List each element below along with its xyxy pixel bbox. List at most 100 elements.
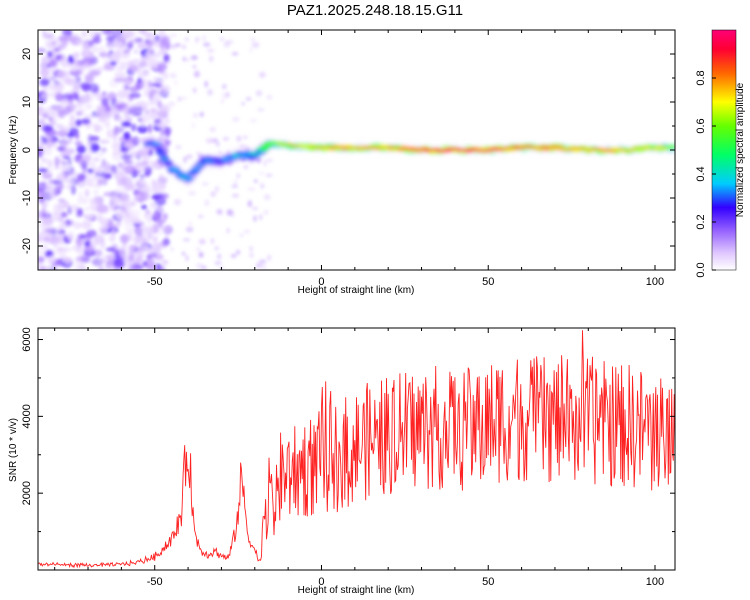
spectrogram-cell — [231, 185, 238, 189]
spectrogram-cell — [67, 231, 75, 240]
spectrogram-cell — [126, 79, 132, 86]
spectrogram-cell — [156, 180, 163, 188]
spectrogram-cell — [100, 162, 111, 169]
spectrogram-cell — [248, 187, 256, 191]
spectrogram-cell — [152, 143, 161, 145]
spectrogram-cell — [157, 253, 163, 260]
spectrogram-cell — [92, 45, 97, 53]
spectrogram-cell — [200, 112, 204, 117]
spectrogram-cell — [103, 118, 110, 127]
spectrogram-cell — [41, 94, 46, 99]
spectrogram-cell — [135, 102, 143, 107]
x-tick-label: 50 — [482, 576, 494, 588]
spectrogram-cell — [123, 132, 130, 140]
spectrogram-cell — [237, 173, 241, 179]
spectrogram-cell — [416, 151, 425, 152]
spectrogram-cell — [126, 197, 132, 201]
spectrogram-cell — [87, 163, 96, 167]
spectrogram-cell — [253, 215, 257, 222]
snr-y-label: SNR (10 * v/v) — [8, 418, 19, 482]
spectrogram-cell — [616, 148, 625, 149]
spectrogram-cell — [231, 211, 234, 218]
y-tick-label: 20 — [21, 48, 33, 60]
spectrogram-cell — [34, 107, 44, 116]
spectrogram-cell — [207, 89, 213, 96]
spectrogram-cell — [198, 215, 203, 219]
spectrogram-cell — [90, 136, 99, 142]
spectrogram-cell — [85, 103, 93, 109]
spectrogram-cell — [221, 100, 224, 104]
spectrogram-cell — [123, 165, 134, 174]
spectrogram-cell — [480, 151, 489, 152]
spectrogram-cell — [540, 145, 549, 146]
spectrogram-cell — [77, 175, 82, 182]
spectrogram-cell — [216, 162, 225, 164]
spectrogram-cell — [508, 149, 517, 151]
spectrogram-cell — [152, 236, 158, 241]
spectrogram-cell — [232, 194, 239, 198]
spectrogram-cell — [146, 102, 154, 106]
spectrogram-cell — [214, 246, 219, 250]
spectrogram-cell — [215, 186, 220, 193]
spectrogram-cell — [195, 38, 198, 44]
spectrogram-cell — [265, 174, 272, 177]
spectrogram-cell — [60, 159, 64, 164]
spectrogram-cell — [61, 203, 65, 208]
spectrogram-cell — [226, 228, 229, 234]
spectrogram-cell — [576, 149, 585, 150]
spectrogram-cell — [71, 185, 76, 195]
spectrogram-cell — [54, 211, 62, 218]
spectrogram-cell — [250, 119, 257, 123]
spectrogram-cell — [102, 159, 106, 165]
spectrogram-cell — [180, 97, 187, 100]
spectrogram-cell — [162, 86, 169, 93]
spectrogram-cell — [380, 145, 389, 147]
spectrogram-cell — [222, 84, 227, 89]
spectrogram-cell — [232, 117, 239, 122]
spectrogram-cell — [66, 171, 78, 178]
spectrogram-cell — [82, 85, 91, 92]
spectrogram-cell — [100, 147, 107, 152]
spectrogram-cell — [147, 218, 151, 225]
spectrogram-cell — [129, 244, 138, 250]
spectrogram-cell — [59, 35, 68, 41]
spectrogram-cell — [163, 216, 167, 220]
colorbar-tick-label: 0.2 — [695, 214, 707, 229]
colorbar-tick-label: 0.0 — [695, 262, 707, 277]
spectrogram-cell — [97, 107, 106, 115]
spectrogram-cell — [115, 189, 123, 194]
spectrogram-cell — [76, 111, 83, 117]
spectrogram-cell — [47, 51, 53, 58]
spectrogram-cell — [172, 170, 181, 172]
spectrogram-cell — [86, 230, 97, 238]
spectrogram-cell — [164, 161, 173, 163]
spectrogram-cell — [520, 146, 529, 147]
spectrogram-cell — [115, 50, 121, 57]
spectrogram-cell — [134, 49, 138, 53]
spectrogram-cell — [392, 147, 401, 148]
spectrogram-cell — [209, 127, 216, 132]
spectrogram-cell — [126, 142, 132, 148]
spectrogram-cell — [39, 198, 44, 203]
spectrogram-cell — [209, 56, 214, 63]
spectrogram-cell — [193, 113, 199, 118]
spectrogram-cell — [192, 168, 201, 170]
spectrogram-cell — [182, 252, 186, 256]
spectrogram-cell — [55, 94, 64, 102]
spectrogram-cell — [79, 95, 88, 104]
spectrogram-cell — [404, 148, 413, 149]
spectrogram-cell — [592, 148, 601, 149]
spectrogram-cell — [492, 147, 501, 148]
spectrogram-cell — [484, 149, 493, 150]
spectrogram-cell — [106, 129, 114, 138]
colorbar-label: Normalized spectral amplitude — [735, 82, 746, 217]
spectrogram-cell — [87, 168, 93, 173]
spectrogram-cell — [552, 146, 561, 147]
spectrogram-cell — [101, 240, 106, 250]
spectrogram-cell — [97, 179, 102, 186]
spectrogram-cell — [640, 147, 649, 148]
spectrogram-cell — [664, 147, 673, 148]
spectrogram-cell — [124, 183, 135, 190]
spectrogram-cell — [192, 65, 196, 68]
spectrogram-cell — [183, 238, 190, 241]
